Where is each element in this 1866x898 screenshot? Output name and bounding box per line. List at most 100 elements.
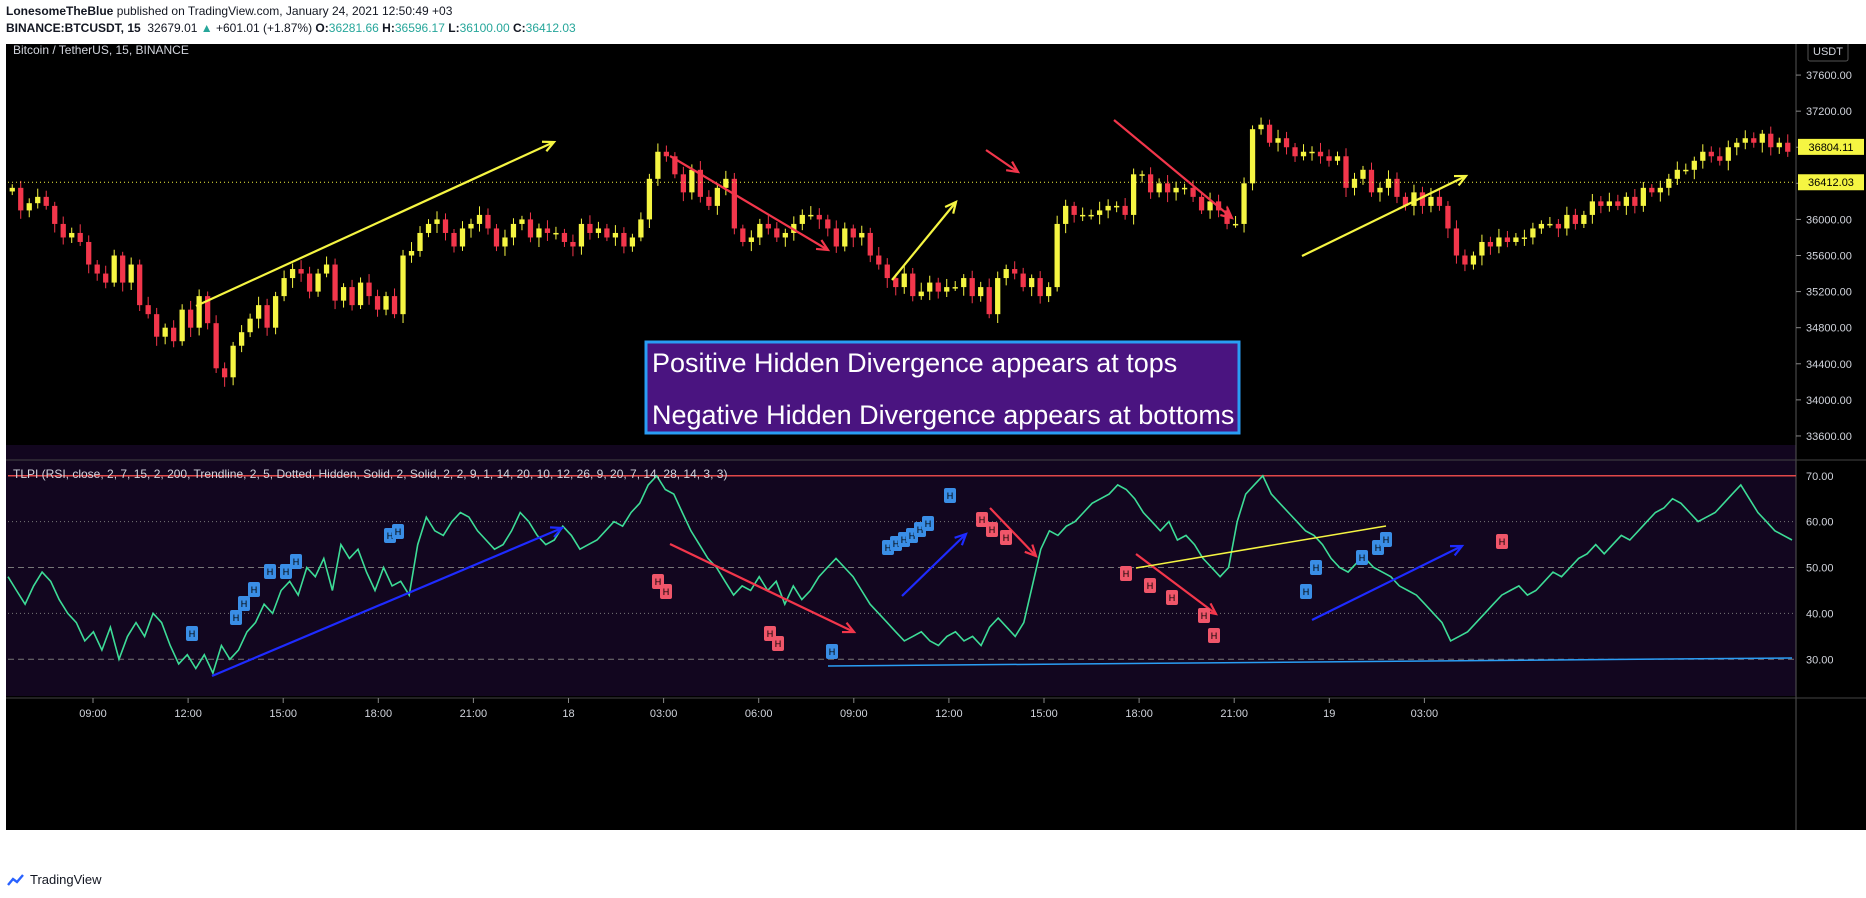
candle-body xyxy=(961,278,967,288)
candle-body xyxy=(1147,174,1154,193)
candle-body xyxy=(196,296,202,328)
candle-body xyxy=(1504,237,1511,242)
candle-body xyxy=(1776,142,1782,148)
candle-body xyxy=(638,219,644,238)
divergence-marker-label: H xyxy=(189,629,196,639)
candle-body xyxy=(476,214,483,224)
note-box-background xyxy=(644,340,1241,435)
candle-body xyxy=(221,368,228,378)
candle-body xyxy=(366,282,372,297)
candle-body xyxy=(1666,178,1672,188)
candle-body xyxy=(689,169,695,193)
divergence-marker xyxy=(1144,578,1156,593)
candle-body xyxy=(9,187,15,192)
candle-body xyxy=(1122,205,1128,215)
time-tick-label: 15:00 xyxy=(269,708,297,720)
trend-arrow-head xyxy=(1005,161,1021,174)
candle-body xyxy=(808,214,814,217)
candle-body xyxy=(1232,223,1239,226)
chart-svg[interactable]: 37600.0037200.0036800.0036400.0036000.00… xyxy=(6,40,1866,830)
footer-brand[interactable]: TradingView xyxy=(30,872,102,887)
candle-body xyxy=(570,241,576,247)
divergence-marker xyxy=(290,554,302,569)
candle-body xyxy=(1368,169,1375,193)
divergence-marker-label: H xyxy=(901,535,908,545)
candle-body xyxy=(205,296,211,324)
candle-body xyxy=(1046,287,1052,297)
time-tick-label: 19 xyxy=(1323,708,1335,720)
candle-body xyxy=(995,278,1001,315)
divergence-marker-label: H xyxy=(241,599,248,609)
candle-body xyxy=(1292,147,1298,157)
close-price-tag-bg xyxy=(1798,174,1864,191)
close-label: C: xyxy=(512,21,526,35)
candle-body xyxy=(1326,156,1332,161)
trend-arrow xyxy=(1113,119,1233,219)
candle-body xyxy=(485,214,491,229)
candle-body xyxy=(1164,183,1171,193)
price-tick-label: 33600.00 xyxy=(1806,431,1852,443)
candle-body xyxy=(145,305,151,315)
candle-body xyxy=(1462,255,1468,265)
candle-body xyxy=(765,223,771,229)
candle-body xyxy=(1020,273,1026,288)
trend-arrow xyxy=(985,149,1019,173)
candle-body xyxy=(740,228,746,242)
candle-body xyxy=(374,296,381,310)
rsi-line xyxy=(7,474,1793,676)
candle-body xyxy=(1470,255,1477,265)
candle-body xyxy=(578,223,585,247)
divergence-marker xyxy=(986,522,998,537)
candle-body xyxy=(1513,237,1519,242)
candle-body xyxy=(188,309,194,328)
candle-body xyxy=(646,178,653,220)
candle-body xyxy=(111,255,117,283)
time-tick-label: 03:00 xyxy=(650,708,678,720)
candle-body xyxy=(680,174,687,193)
candle-body xyxy=(1063,205,1069,224)
candle-body xyxy=(1598,201,1604,206)
divergence-arrow-head xyxy=(1024,544,1038,558)
divergence-marker-label: H xyxy=(1375,543,1382,553)
candle-body xyxy=(1088,214,1094,217)
candle-body xyxy=(434,219,440,224)
divergence-marker xyxy=(1120,566,1132,581)
divergence-trendline xyxy=(827,657,1793,667)
note-box: Positive Hidden Divergence appears at to… xyxy=(644,340,1241,435)
candle-body xyxy=(1479,241,1485,256)
candle-body xyxy=(629,237,636,247)
candle-body xyxy=(884,264,890,279)
candle-body xyxy=(357,282,364,306)
divergence-marker xyxy=(944,488,956,503)
divergence-marker xyxy=(1496,534,1508,549)
candle-body xyxy=(1538,223,1545,229)
candle-body xyxy=(927,282,933,292)
candle-body xyxy=(238,332,245,346)
trend-arrow-head xyxy=(541,140,557,152)
candle-body xyxy=(1734,142,1740,148)
candle-body xyxy=(833,228,839,247)
divergence-marker-label: H xyxy=(1147,581,1154,591)
publisher-name[interactable]: LonesomeTheBlue xyxy=(6,4,114,18)
candle-body xyxy=(1012,269,1018,274)
candle-body xyxy=(1589,201,1595,215)
candle-body xyxy=(1632,196,1638,206)
divergence-arrow xyxy=(989,507,1037,557)
chart-background xyxy=(6,44,1866,830)
divergence-marker-label: H xyxy=(893,539,900,549)
candle-body xyxy=(137,264,143,306)
candle-body xyxy=(723,178,729,188)
candle-body xyxy=(587,223,593,233)
candle-body xyxy=(1564,214,1570,229)
price-tick-label: 34400.00 xyxy=(1806,359,1852,371)
candle-body xyxy=(298,269,304,274)
chart-area[interactable]: 37600.0037200.0036800.0036400.0036000.00… xyxy=(6,40,1866,830)
divergence-marker xyxy=(976,512,988,527)
candle-body xyxy=(612,232,619,238)
time-axis[interactable]: 09:00 12:00 15:00 18:00 21:00 18 03:00 06:00 09:… xyxy=(79,698,1438,720)
divergence-marker xyxy=(660,584,672,599)
candle-body xyxy=(1496,237,1502,247)
candle-body xyxy=(493,228,500,247)
divergence-marker xyxy=(1310,560,1322,575)
candle-body xyxy=(1130,174,1137,215)
